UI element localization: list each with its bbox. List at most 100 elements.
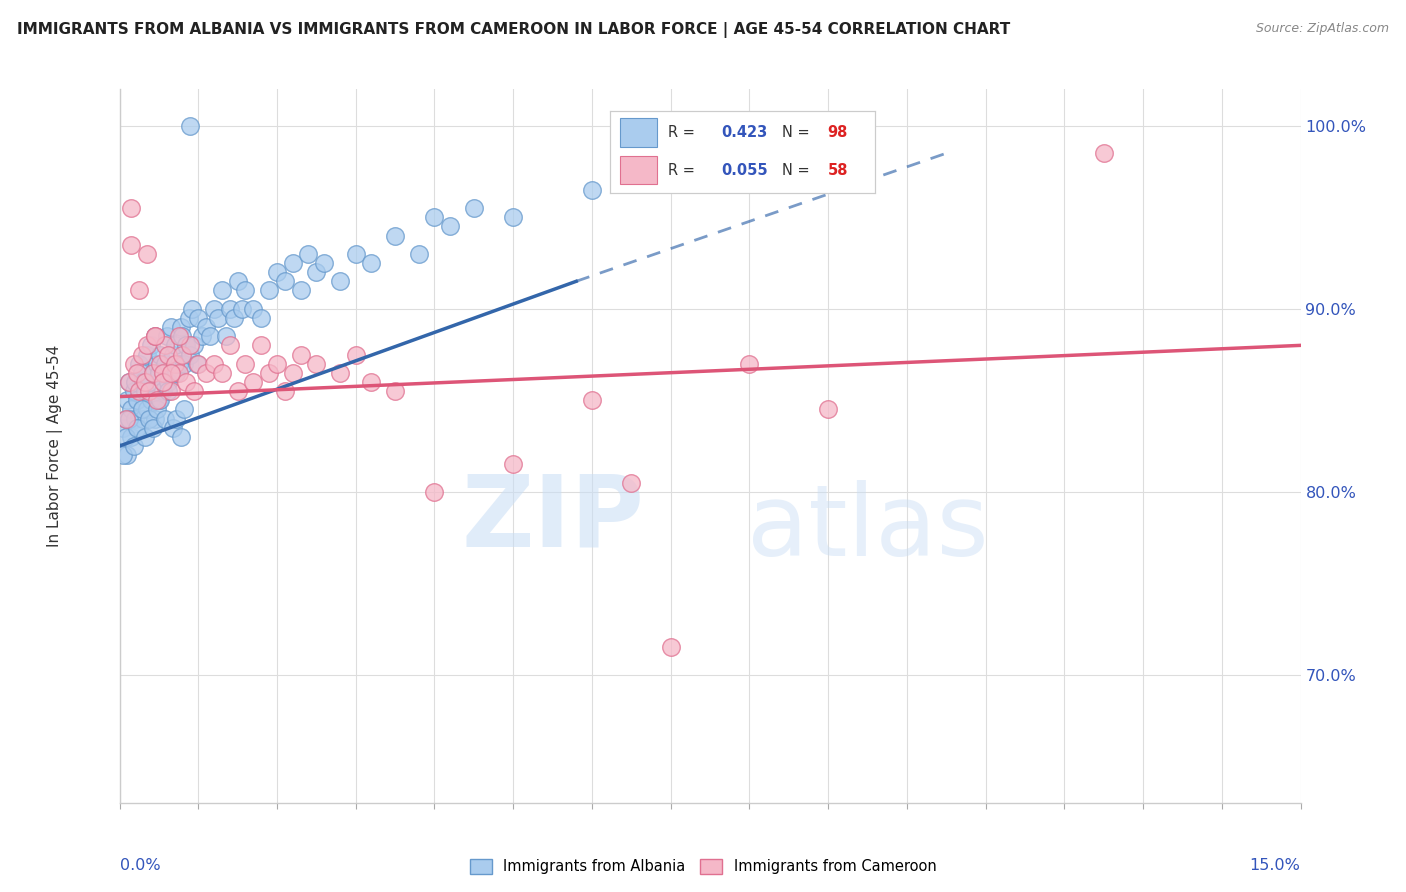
Point <box>183 384 205 398</box>
Point <box>134 375 156 389</box>
Point <box>329 366 352 380</box>
Point <box>128 420 150 434</box>
Point <box>502 458 524 472</box>
Point <box>149 393 172 408</box>
Point <box>143 411 166 425</box>
Point <box>360 375 382 389</box>
Point <box>250 338 273 352</box>
Point <box>114 430 136 444</box>
Point <box>114 411 136 425</box>
Point <box>128 384 150 398</box>
Point <box>156 329 179 343</box>
Point <box>281 366 304 380</box>
Point <box>211 366 233 380</box>
Point <box>215 329 238 343</box>
Point <box>163 357 186 371</box>
Point <box>131 402 153 417</box>
Point <box>344 247 367 261</box>
Point <box>176 338 198 352</box>
Point <box>153 411 176 425</box>
Point <box>139 338 162 352</box>
Point <box>152 375 174 389</box>
Point <box>112 420 135 434</box>
Point <box>329 274 352 288</box>
Point <box>211 284 233 298</box>
Point <box>172 347 194 361</box>
Point <box>290 347 312 361</box>
Point <box>143 329 166 343</box>
Point <box>114 411 136 425</box>
Point <box>202 301 225 316</box>
Text: 15.0%: 15.0% <box>1250 858 1301 872</box>
Point <box>659 640 682 655</box>
Point <box>257 284 280 298</box>
Point <box>139 393 162 408</box>
Point <box>274 384 297 398</box>
Point <box>136 347 159 361</box>
Point <box>408 247 430 261</box>
Point <box>384 228 406 243</box>
Point <box>179 119 201 133</box>
Point <box>172 329 194 343</box>
Point <box>173 357 195 371</box>
Point <box>159 366 181 380</box>
Point <box>235 357 257 371</box>
Point <box>142 366 165 380</box>
Point <box>142 366 165 380</box>
Point <box>176 375 198 389</box>
Point <box>159 384 181 398</box>
Point <box>170 320 193 334</box>
Point <box>266 357 288 371</box>
Point <box>122 384 145 398</box>
Point <box>117 448 139 462</box>
Point <box>128 284 150 298</box>
Text: Source: ZipAtlas.com: Source: ZipAtlas.com <box>1256 22 1389 36</box>
Text: ZIP: ZIP <box>461 471 644 567</box>
Text: In Labor Force | Age 45-54: In Labor Force | Age 45-54 <box>46 345 62 547</box>
Point <box>165 411 187 425</box>
Point <box>125 420 148 434</box>
Point <box>120 237 142 252</box>
Point <box>581 393 603 408</box>
Point <box>266 265 288 279</box>
Point <box>198 329 221 343</box>
Point <box>187 357 209 371</box>
Point <box>124 375 146 389</box>
Point <box>134 430 156 444</box>
Point <box>131 366 153 380</box>
Point <box>274 274 297 288</box>
Point <box>117 393 139 408</box>
Point <box>136 338 159 352</box>
Point <box>281 256 304 270</box>
Point <box>502 211 524 225</box>
Point <box>195 320 218 334</box>
Point <box>118 411 141 425</box>
Point <box>125 366 148 380</box>
Point <box>170 430 193 444</box>
Point <box>124 411 146 425</box>
Legend: Immigrants from Albania, Immigrants from Cameroon: Immigrants from Albania, Immigrants from… <box>464 853 942 880</box>
Point <box>153 338 176 352</box>
Point <box>423 484 446 499</box>
Point <box>207 310 229 325</box>
Point <box>136 402 159 417</box>
Point <box>167 366 190 380</box>
Point <box>122 439 145 453</box>
Point <box>162 420 184 434</box>
Point <box>202 357 225 371</box>
Point <box>157 347 180 361</box>
Point <box>620 475 643 490</box>
Point <box>738 357 761 371</box>
Point <box>384 384 406 398</box>
Point <box>250 310 273 325</box>
Point <box>143 329 166 343</box>
Point <box>360 256 382 270</box>
Point <box>167 357 190 371</box>
Point <box>152 384 174 398</box>
Point <box>177 310 200 325</box>
Point <box>132 411 155 425</box>
Point <box>122 357 145 371</box>
Point <box>157 375 180 389</box>
Point <box>257 366 280 380</box>
Point <box>143 329 166 343</box>
